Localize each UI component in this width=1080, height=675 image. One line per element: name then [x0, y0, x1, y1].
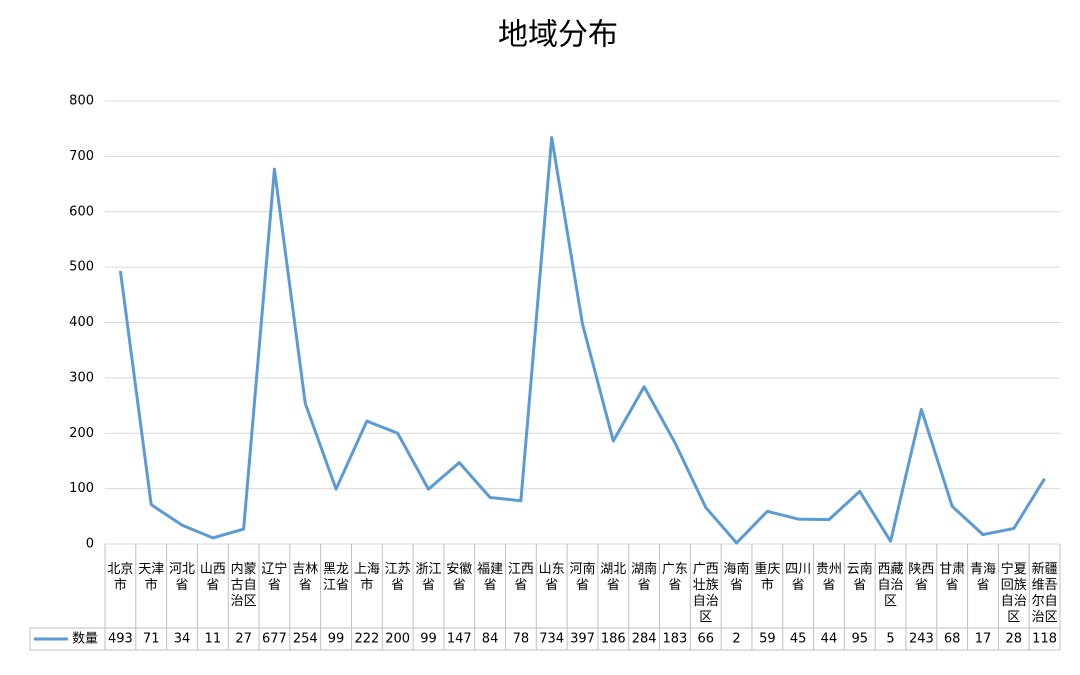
data-table-value: 183 [663, 632, 688, 647]
x-tick-label: 江西省 [508, 562, 534, 593]
data-table-value: 84 [482, 632, 499, 647]
data-table-value: 78 [513, 632, 530, 647]
x-tick-label: 海南省 [724, 561, 750, 593]
y-tick-label: 0 [86, 537, 94, 552]
data-table-value: 186 [601, 632, 626, 647]
x-tick-label: 内蒙古自治区 [231, 561, 257, 609]
line [118, 136, 1046, 545]
x-tick-label: 安徽省 [446, 562, 472, 593]
data-table-value: 45 [790, 632, 807, 647]
x-tick-label: 河南省 [569, 561, 595, 593]
x-tick-label: 湖南省 [631, 561, 657, 593]
legend-label: 数量 [72, 632, 98, 647]
x-tick-label: 辽宁省 [261, 561, 287, 593]
x-tick-label: 甘肃省 [939, 562, 965, 593]
data-table-value: 677 [262, 632, 287, 647]
y-tick-label: 700 [69, 149, 94, 164]
data-table-value: 200 [385, 632, 410, 647]
data-table-value: 734 [539, 632, 564, 647]
x-tick-label: 四川省 [785, 562, 811, 593]
x-tick-label: 广西壮族自治区 [693, 562, 719, 625]
data-table-value: 243 [909, 632, 934, 647]
data-table-value: 254 [293, 632, 318, 647]
y-tick-label: 500 [69, 260, 94, 275]
data-table-value: 284 [632, 632, 657, 647]
y-tick-label: 600 [69, 204, 94, 219]
data-table-value: 44 [821, 632, 838, 647]
data-table-value: 11 [205, 632, 222, 647]
data-table-value: 68 [944, 632, 961, 647]
data-table-value: 28 [1006, 632, 1023, 647]
x-tick-label: 重庆市 [754, 561, 780, 593]
x-tick-label: 福建省 [477, 562, 503, 593]
x-tick-label: 山东省 [539, 562, 565, 593]
x-tick-label: 上海市 [354, 562, 380, 593]
data-table-value: 59 [759, 632, 776, 647]
x-tick-label: 广东省 [662, 562, 688, 593]
data-table-value: 5 [886, 632, 894, 647]
x-tick-label: 新疆维吾尔自治区 [1032, 561, 1058, 625]
data-table-value: 99 [328, 632, 345, 647]
y-tick-label: 400 [69, 315, 94, 330]
x-tick-label: 陕西省 [908, 562, 934, 593]
x-tick-label: 天津市 [138, 562, 164, 593]
data-table-value: 27 [235, 632, 252, 647]
x-tick-label: 黑龙江省 [323, 562, 349, 593]
x-tick-label: 湖北省 [600, 562, 626, 593]
data-table-value: 66 [697, 632, 714, 647]
data-table-value: 34 [174, 632, 191, 647]
y-tick-label: 200 [69, 426, 94, 441]
data-table-value: 222 [354, 632, 379, 647]
x-tick-label: 西藏自治区 [878, 562, 904, 609]
x-tick-label: 宁夏回族自治区 [1001, 561, 1027, 625]
x-tick-label: 云南省 [847, 561, 873, 593]
data-table-value: 397 [570, 632, 595, 647]
data-table-value: 118 [1032, 632, 1057, 647]
data-table-value: 95 [851, 632, 868, 647]
y-tick-label: 100 [69, 481, 94, 496]
x-tick-label: 河北省 [169, 562, 195, 593]
x-tick-label: 北京市 [107, 562, 133, 593]
x-tick-label: 吉林省 [292, 562, 318, 593]
y-tick-label: 800 [69, 94, 94, 109]
data-table-value: 147 [447, 632, 472, 647]
x-tick-label: 江苏省 [385, 561, 411, 593]
data-table-value: 17 [975, 632, 992, 647]
x-tick-label: 山西省 [200, 562, 226, 593]
x-tick-label: 贵州省 [816, 562, 842, 593]
x-tick-label: 浙江省 [415, 562, 441, 593]
data-table-value: 71 [143, 632, 160, 647]
x-tick-label: 青海省 [970, 562, 996, 593]
data-table-value: 493 [108, 632, 133, 647]
y-tick-label: 300 [69, 370, 94, 385]
data-table-value: 2 [732, 632, 740, 647]
data-table-value: 99 [420, 632, 437, 647]
chart-title: 地域分布 [498, 18, 618, 53]
